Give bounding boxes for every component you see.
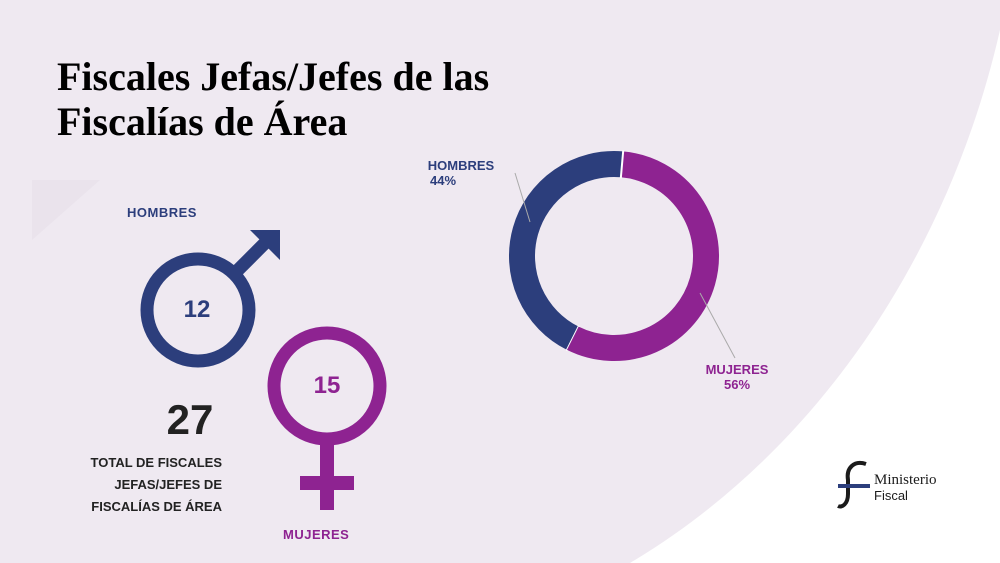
mujeres-slice-value: 56% xyxy=(723,377,751,392)
total-caption-line-2: JEFAS/JEFES DE xyxy=(114,477,222,492)
total-value: 27 xyxy=(166,396,214,443)
mujeres-label: MUJERES xyxy=(283,527,350,542)
donut-slice-mujeres xyxy=(567,151,719,361)
logo-text-fiscal: Fiscal xyxy=(874,488,908,503)
hombres-slice-name: HOMBRES xyxy=(427,158,495,173)
mujeres-slice-label: MUJERES 56% xyxy=(696,362,778,392)
title-line-1: Fiscales Jefas/Jefes de las xyxy=(57,54,490,99)
female-symbol-icon xyxy=(267,326,387,510)
total-caption-line-1: TOTAL DE FISCALES xyxy=(90,455,222,470)
hombres-count: 12 xyxy=(183,296,211,323)
donut-slice-hombres xyxy=(509,151,624,350)
hombres-slice-label: HOMBRES 44% xyxy=(420,158,502,188)
mujeres-count: 15 xyxy=(313,372,341,399)
title-line-2: Fiscalías de Área xyxy=(57,99,348,144)
hombres-leader-line xyxy=(514,172,531,223)
mujeres-slice-name: MUJERES xyxy=(705,362,769,377)
total-caption-line-3: FISCALÍAS DE ÁREA xyxy=(91,499,222,514)
total-caption: TOTAL DE FISCALES JEFAS/JEFES DE FISCALÍ… xyxy=(40,452,222,518)
donut-separator xyxy=(619,150,625,179)
hombres-label: HOMBRES xyxy=(127,205,197,220)
mujeres-leader-line xyxy=(699,292,736,359)
logo-text-ministerio: Ministerio xyxy=(874,472,937,488)
page-title: Fiscales Jefas/Jefes de las Fiscalías de… xyxy=(57,54,489,144)
male-symbol-icon xyxy=(140,230,280,368)
hombres-slice-value: 44% xyxy=(430,173,457,188)
ministerio-fiscal-logo-icon xyxy=(837,461,870,509)
